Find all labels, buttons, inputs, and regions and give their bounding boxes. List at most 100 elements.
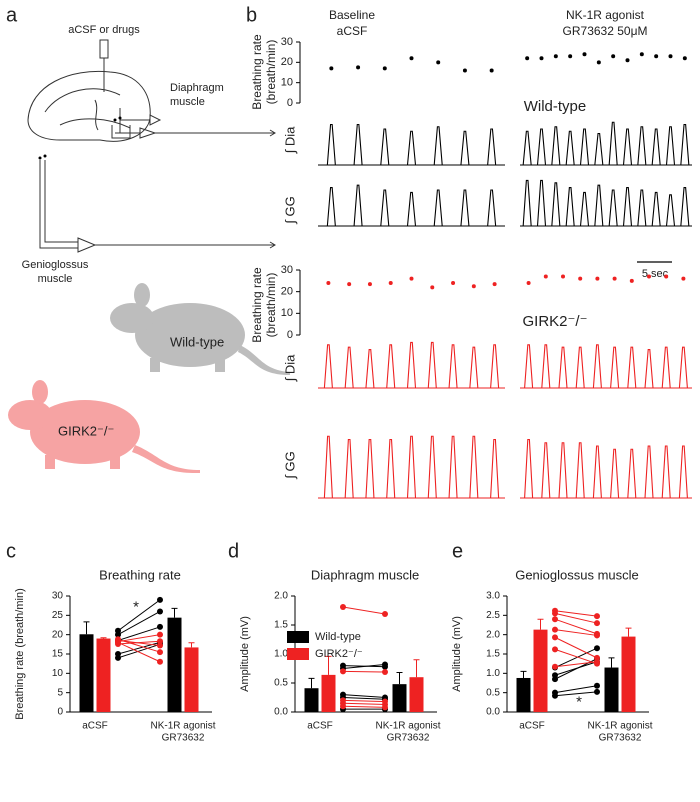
y-tick-label: 1.5: [274, 620, 288, 631]
panel-label: c: [6, 540, 16, 562]
axis-title: Breathing rate (breath/min): [14, 588, 26, 719]
rate-point: [578, 276, 583, 281]
y-tick-label: 30: [281, 36, 293, 48]
pair-line: [554, 612, 598, 624]
trace-spike: [490, 438, 500, 499]
trace-spike: [678, 445, 688, 499]
bar: [516, 677, 531, 712]
rate-point: [492, 282, 497, 287]
rate-point: [462, 68, 467, 73]
trace-spike: [680, 123, 690, 166]
pair-line: [117, 634, 161, 643]
trace-spike: [487, 128, 497, 166]
x-tick-label: NK-1R agonist: [375, 721, 440, 732]
rate-point: [681, 276, 686, 281]
trace-spike: [490, 344, 500, 389]
trace-spike: [536, 128, 547, 166]
pair-point: [552, 646, 558, 653]
error-bar: [100, 637, 107, 639]
error-bar: [188, 642, 195, 648]
pair-line: [342, 702, 386, 705]
trace-spike: [323, 435, 333, 499]
trace-spike: [622, 128, 633, 166]
trace-spike: [433, 189, 443, 227]
trace-spike: [579, 191, 590, 227]
trace-spike: [353, 123, 363, 166]
trace-spike: [365, 349, 375, 389]
trace-spike: [406, 130, 417, 166]
rate-point: [639, 52, 644, 57]
trace-spike: [661, 346, 671, 389]
trace-spike: [344, 438, 354, 499]
rate-point: [629, 278, 634, 283]
rate-point: [595, 276, 600, 281]
rate-point: [525, 56, 530, 61]
rate-point: [526, 281, 531, 285]
electrode: [43, 154, 47, 158]
trace-spike: [665, 126, 676, 166]
x-tick-label: GR73632: [387, 733, 430, 744]
trace-spike: [522, 179, 532, 227]
rate-point: [625, 58, 630, 63]
muscle-label: muscle: [170, 96, 205, 108]
chart-title: Genioglossus muscle: [515, 567, 639, 582]
rate-point: [326, 281, 331, 285]
bar: [79, 634, 94, 712]
y-tick-label: 2.5: [486, 610, 500, 621]
error-bar: [625, 627, 632, 637]
chart-title: Breathing rate: [99, 567, 181, 582]
rate-point: [568, 54, 573, 59]
pair-point: [552, 634, 558, 641]
pair-point: [115, 640, 121, 647]
pair-point: [552, 689, 558, 696]
pair-line: [342, 670, 386, 673]
rate-point: [489, 68, 494, 73]
trace-spike: [622, 187, 633, 227]
trace-spike: [610, 346, 620, 389]
trace-spike: [386, 438, 396, 499]
rate-point: [654, 54, 659, 59]
rate-point: [561, 274, 565, 279]
trace-spike: [448, 435, 458, 499]
pair-line: [554, 647, 598, 668]
y-tick-label: 0.0: [486, 707, 500, 718]
trace-spike: [448, 344, 458, 389]
trace-spike: [651, 191, 661, 227]
mouse-wild-type: [110, 283, 290, 375]
y-tick-label: 5: [57, 687, 63, 698]
electrode: [38, 156, 42, 160]
trace-spike: [365, 438, 375, 499]
pair-point: [594, 632, 600, 639]
rate-point: [582, 52, 587, 57]
y-tick-label: 2.0: [274, 591, 288, 602]
rate-point: [553, 54, 558, 59]
rate-point: [451, 281, 456, 285]
y-tick-label: 1.0: [486, 668, 500, 679]
pair-point: [594, 620, 600, 627]
rate-point: [611, 54, 616, 59]
x-tick-label: NK-1R agonist: [587, 721, 652, 732]
pair-point: [115, 627, 121, 634]
brain-diagram: [27, 39, 276, 253]
error-bar: [396, 672, 403, 685]
trace-spike: [565, 187, 575, 227]
trace-spike: [575, 346, 585, 389]
axis-title: Amplitude (mV): [451, 616, 463, 692]
trace-spike: [565, 130, 575, 166]
axis-title: (breath/min): [264, 273, 278, 338]
trace-spike: [386, 344, 396, 389]
group-label: GIRK2⁻/⁻: [522, 313, 587, 330]
trace-spike: [661, 445, 671, 499]
pair-line: [117, 640, 161, 645]
trace-spike: [380, 128, 390, 166]
pair-line: [117, 626, 161, 641]
x-tick-label: aCSF: [519, 721, 545, 732]
pair-line: [117, 643, 161, 659]
axis-title: ∫ GG: [282, 196, 297, 224]
pair-line: [554, 691, 598, 697]
trace-spike: [558, 442, 568, 499]
bar: [96, 638, 111, 712]
trace-spike: [627, 448, 637, 499]
trace-spike: [551, 182, 561, 227]
trace-spike: [651, 128, 661, 166]
